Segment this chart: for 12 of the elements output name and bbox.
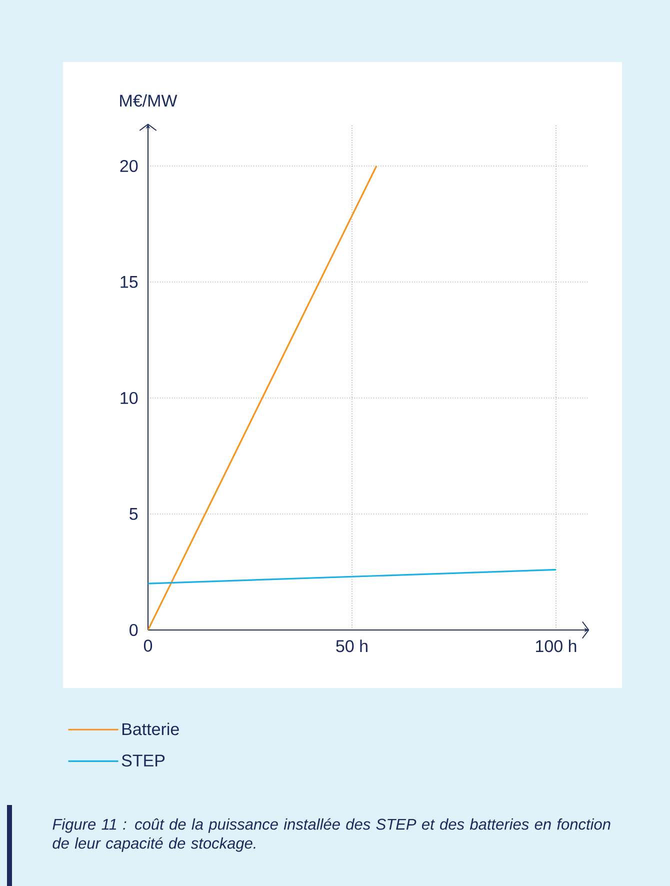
legend-label: Batterie — [122, 722, 179, 736]
x-tick-label: 0 — [144, 640, 152, 652]
y-tick-label: 5 — [130, 508, 138, 520]
y-tick-label: 20 — [120, 160, 138, 172]
legend-label: STEP — [122, 754, 165, 767]
x-tick-label: 50 h — [336, 640, 368, 652]
y-tick-label: 15 — [120, 276, 138, 288]
x-tick-label: 100 h — [536, 640, 576, 652]
y-tick-label: 0 — [130, 624, 138, 636]
caption: Figure 11 : coût de la puissance installée des STEP et des batteries en fonction de leur capacité de stockage. — [52, 818, 610, 852]
y-tick-label: 10 — [120, 392, 138, 404]
y-axis-title: M€/MW — [120, 94, 178, 107]
